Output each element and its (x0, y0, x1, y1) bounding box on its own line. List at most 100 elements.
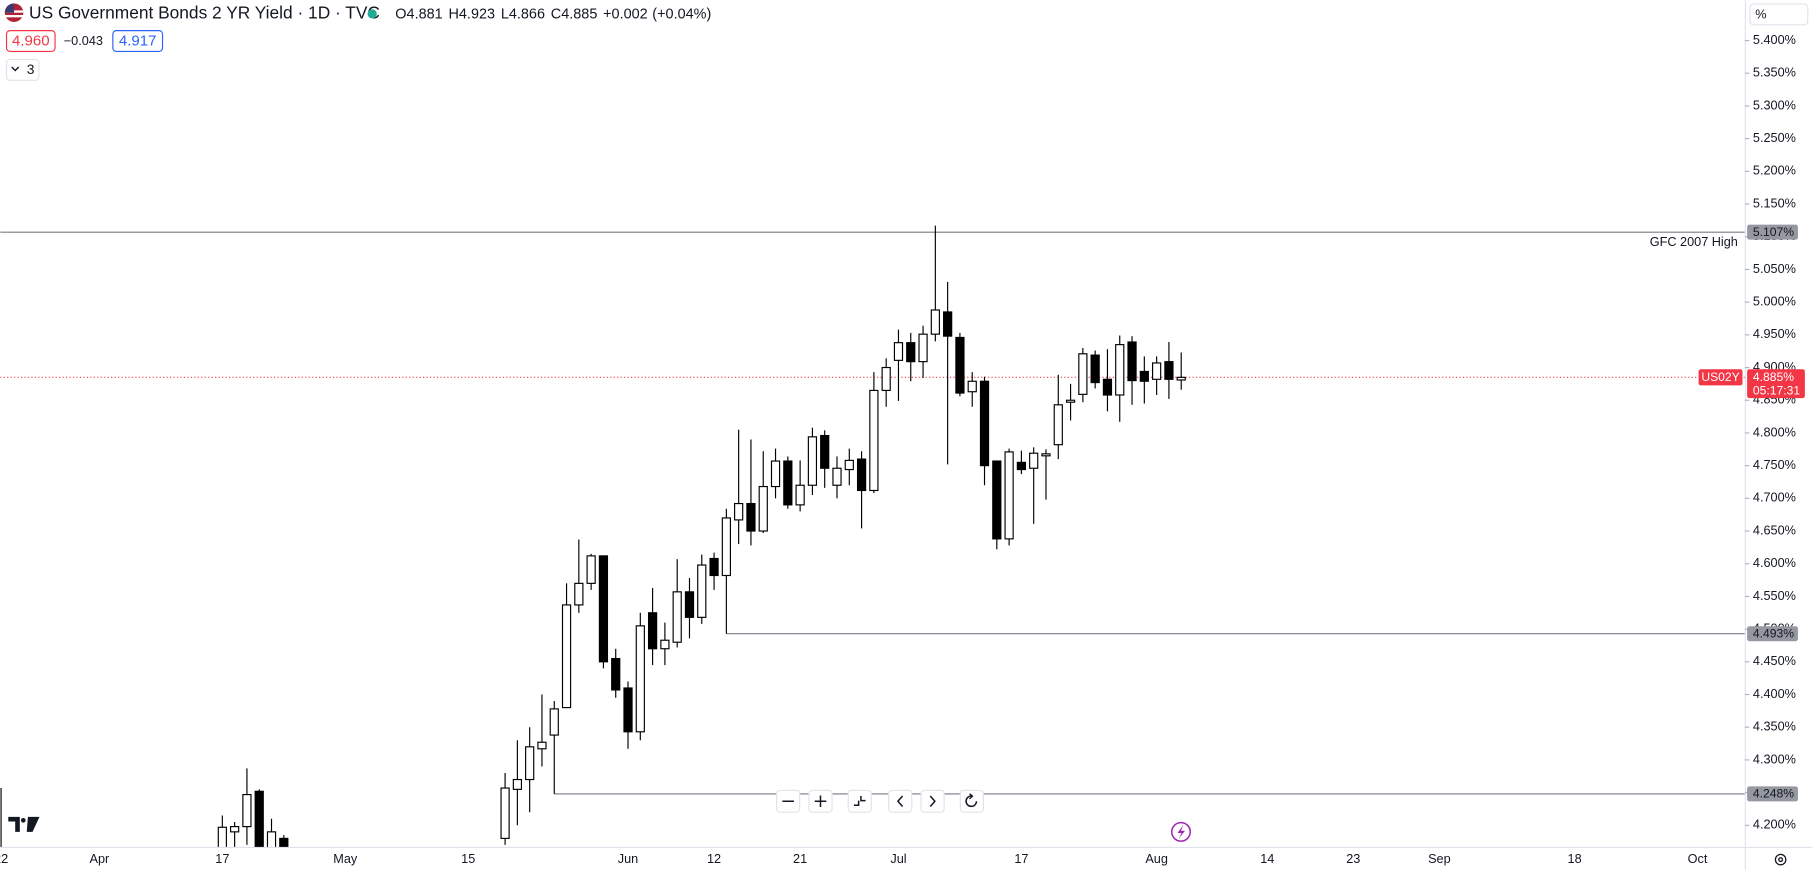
candle-body (1127, 341, 1137, 382)
candle-body (1115, 344, 1125, 396)
candle-body (660, 639, 670, 650)
candle-body (1176, 376, 1186, 381)
last-price-tag (1747, 369, 1805, 399)
candle-body (254, 790, 264, 847)
change: +0.002 (603, 6, 648, 22)
plot-area (0, 225, 1745, 847)
x-tick-label: Jun (618, 852, 638, 866)
candle-body (561, 604, 572, 709)
y-tick-label: 4.200% (1753, 818, 1796, 832)
spread: −0.043 (64, 34, 103, 48)
buy-price[interactable]: 4.917 (119, 33, 157, 50)
tradingview-logo[interactable] (8, 816, 40, 832)
zoom-toolbar (776, 789, 984, 813)
candle-body (684, 591, 695, 618)
ohlc-value: 4.885 (561, 6, 597, 22)
x-tick-label: 18 (1568, 852, 1582, 866)
candle-body (783, 460, 793, 506)
candle-body (635, 625, 645, 733)
x-tick-label: May (333, 852, 358, 866)
ohlc-legend: O4.881 H4.923 L4.866 C4.885 +0.002 (+0.04%) (395, 6, 711, 22)
y-tick-label: 4.550% (1753, 589, 1796, 603)
candle-body (1016, 461, 1027, 471)
x-tick-label: 12 (707, 852, 721, 866)
candle-body (844, 459, 854, 471)
reset-chart-button[interactable] (959, 789, 984, 813)
candle-body (217, 826, 227, 847)
candle-body (918, 333, 928, 363)
candle-body (266, 831, 277, 847)
x-tick-label: 23 (1346, 852, 1360, 866)
indicators-count[interactable]: 3 (27, 61, 35, 77)
candle-body (992, 460, 1002, 540)
candle-body (795, 484, 805, 506)
market-status-dot[interactable] (367, 9, 377, 19)
scale-mode-button[interactable] (1749, 3, 1809, 26)
sell-button[interactable] (5, 30, 56, 52)
candle-body (967, 380, 977, 393)
candle-body (943, 311, 953, 337)
y-tick-label: 4.450% (1753, 654, 1796, 668)
ohlc-letter: H (448, 6, 458, 22)
scroll-right-button[interactable] (920, 789, 945, 813)
candle-body (500, 787, 510, 839)
x-tick-label: 14 (1260, 852, 1274, 866)
y-tick-label: 5.000% (1753, 294, 1796, 308)
x-tick-label: 17 (215, 852, 229, 866)
candle-body (979, 380, 990, 467)
y-tick-label: 4.950% (1753, 327, 1796, 341)
price-tag (1747, 224, 1798, 240)
indicators-toggle[interactable] (5, 58, 40, 81)
settings-icon[interactable] (1774, 853, 1787, 866)
candle-body (856, 458, 867, 492)
candle-body (1102, 378, 1113, 396)
candle-body (623, 687, 633, 733)
candle-body (869, 389, 879, 492)
candle-body (1065, 399, 1076, 403)
ohlc-letter: C (551, 6, 561, 22)
change-percent: (+0.04%) (652, 6, 711, 22)
ohlc-letter: O (395, 6, 406, 22)
ohlc-value: 4.866 (509, 6, 545, 22)
x-tick-label: Jul (890, 852, 906, 866)
candle-body (279, 837, 289, 847)
y-tick-label: 5.200% (1753, 164, 1796, 178)
reset-zoom-button[interactable] (847, 789, 872, 813)
lightning-icon[interactable] (1170, 821, 1191, 842)
candle-body (512, 778, 522, 790)
sell-price[interactable]: 4.960 (12, 33, 50, 50)
candle-body (586, 555, 596, 584)
y-tick-label: 4.750% (1753, 458, 1796, 472)
x-tick-label: Aug (1145, 852, 1168, 866)
candle-body (230, 826, 240, 833)
candle-body (734, 502, 744, 521)
candle-body (697, 564, 707, 618)
countdown-label: 05:17:31 (1753, 383, 1800, 397)
candle-body (820, 434, 830, 469)
candle-body (1152, 362, 1162, 380)
candle-body (525, 746, 535, 781)
header: US Government Bonds 2 YR Yield · 1D · TV… (4, 2, 1809, 81)
y-tick-label: 4.650% (1753, 523, 1796, 537)
x-tick-label: 15 (461, 852, 475, 866)
y-tick-label: 4.600% (1753, 556, 1796, 570)
ohlc-value: 4.881 (407, 6, 443, 22)
candle-body (1078, 353, 1088, 395)
candle-body (881, 366, 891, 391)
candle-body (832, 467, 842, 486)
scroll-left-button[interactable] (888, 789, 913, 813)
y-tick-label: 4.700% (1753, 491, 1796, 505)
candle-body (672, 591, 682, 643)
scale-unit[interactable]: % (1755, 7, 1766, 21)
symbol-title[interactable]: US Government Bonds 2 YR Yield · 1D · TV… (29, 2, 380, 22)
y-tick-label: 5.250% (1753, 131, 1796, 145)
price-tag-label: 5.107% (1753, 225, 1794, 239)
y-tick-label: 5.050% (1753, 262, 1796, 276)
buy-button[interactable] (112, 30, 164, 52)
x-tick-label: 21 (793, 852, 807, 866)
price-tag (1747, 786, 1798, 802)
y-tick-label: 5.400% (1753, 33, 1796, 47)
candle-body (647, 612, 658, 650)
